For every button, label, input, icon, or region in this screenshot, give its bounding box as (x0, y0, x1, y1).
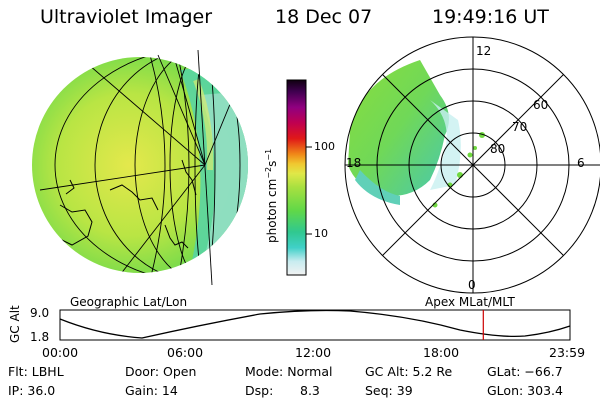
x-tick-2359: 23:59 (549, 345, 586, 360)
geo-grid-lines (39, 57, 248, 273)
colorbar-tick-100: 100 (314, 140, 335, 153)
mlat-label-80: 80 (490, 142, 506, 156)
x-tick-0600: 06:00 (167, 345, 204, 360)
info-ip: IP: 36.0 (8, 383, 56, 398)
polar-grid (344, 36, 600, 294)
info-gain: Gain: 14 (125, 383, 178, 398)
colorbar (286, 79, 312, 276)
mlt-label-18: 18 (346, 156, 362, 170)
altitude-plot (59, 309, 571, 341)
info-seq: Seq: 39 (365, 383, 413, 398)
x-tick-1200: 12:00 (295, 345, 332, 360)
altitude-ytop: 9.0 (30, 306, 50, 320)
mlat-label-70: 70 (512, 120, 528, 134)
colorbar-scale (286, 79, 307, 276)
geographic-label: Geographic Lat/Lon (70, 295, 188, 309)
info-mode: Mode: Normal (245, 364, 333, 379)
info-door: Door: Open (125, 364, 197, 379)
info-dsp-label: Dsp: (245, 383, 274, 398)
altitude-ylabel: GC Alt (8, 305, 22, 343)
x-tick-0000: 00:00 (42, 345, 79, 360)
info-gc-alt: GC Alt: 5.2 Re (365, 364, 453, 379)
info-glat: GLat: −66.7 (487, 364, 563, 379)
header-time: 19:49:16 UT (432, 6, 549, 28)
info-filter: Flt: LBHL (8, 364, 64, 379)
polar-plot (344, 36, 600, 294)
mlt-label-0: 0 (468, 278, 476, 292)
header-date: 18 Dec 07 (275, 6, 373, 28)
auroral-oval (348, 60, 449, 196)
x-tick-1800: 18:00 (423, 345, 460, 360)
instrument-title: Ultraviolet Imager (40, 6, 213, 28)
info-glon: GLon: 303.4 (487, 383, 563, 398)
mlt-label-12: 12 (476, 44, 492, 58)
colorbar-tick-10: 10 (314, 227, 328, 240)
mlat-label-60: 60 (533, 98, 549, 112)
altitude-curve (59, 309, 571, 339)
colorbar-unit-label: photon cm−2s−1 (264, 148, 279, 243)
mlt-label-6: 6 (577, 156, 585, 170)
apex-label: Apex MLat/MLT (425, 295, 515, 309)
altitude-ybottom: 1.8 (30, 330, 50, 344)
info-dsp-value: 8.3 (300, 383, 320, 398)
